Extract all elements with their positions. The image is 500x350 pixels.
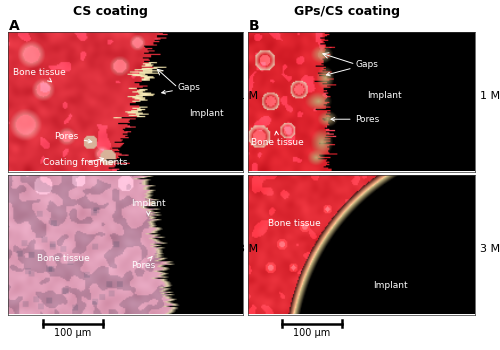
Text: B: B [249,19,260,33]
Text: 100 μm: 100 μm [54,328,92,338]
Text: Implant: Implant [131,199,166,215]
Text: Pores: Pores [131,257,155,271]
Text: Bone tissue: Bone tissue [268,219,320,228]
Text: CS coating: CS coating [72,5,148,18]
Text: Coating fragments: Coating fragments [43,158,127,167]
Text: Bone tissue: Bone tissue [251,131,304,147]
Text: 3 M: 3 M [480,244,500,253]
Text: Implant: Implant [372,281,407,290]
Text: 3 M: 3 M [238,244,258,253]
Text: 1 M: 1 M [238,91,258,101]
Text: Pores: Pores [331,115,380,124]
Text: Pores: Pores [54,132,92,143]
Text: Gaps: Gaps [162,83,201,94]
Text: Bone tissue: Bone tissue [14,68,66,82]
Text: Implant: Implant [190,109,224,118]
Text: A: A [9,19,20,33]
Text: 100 μm: 100 μm [293,328,331,338]
Text: 1 M: 1 M [480,91,500,101]
Text: GPs/CS coating: GPs/CS coating [294,5,401,18]
Text: Bone tissue: Bone tissue [37,254,90,263]
Text: Gaps: Gaps [326,60,378,76]
Text: Implant: Implant [367,91,402,100]
